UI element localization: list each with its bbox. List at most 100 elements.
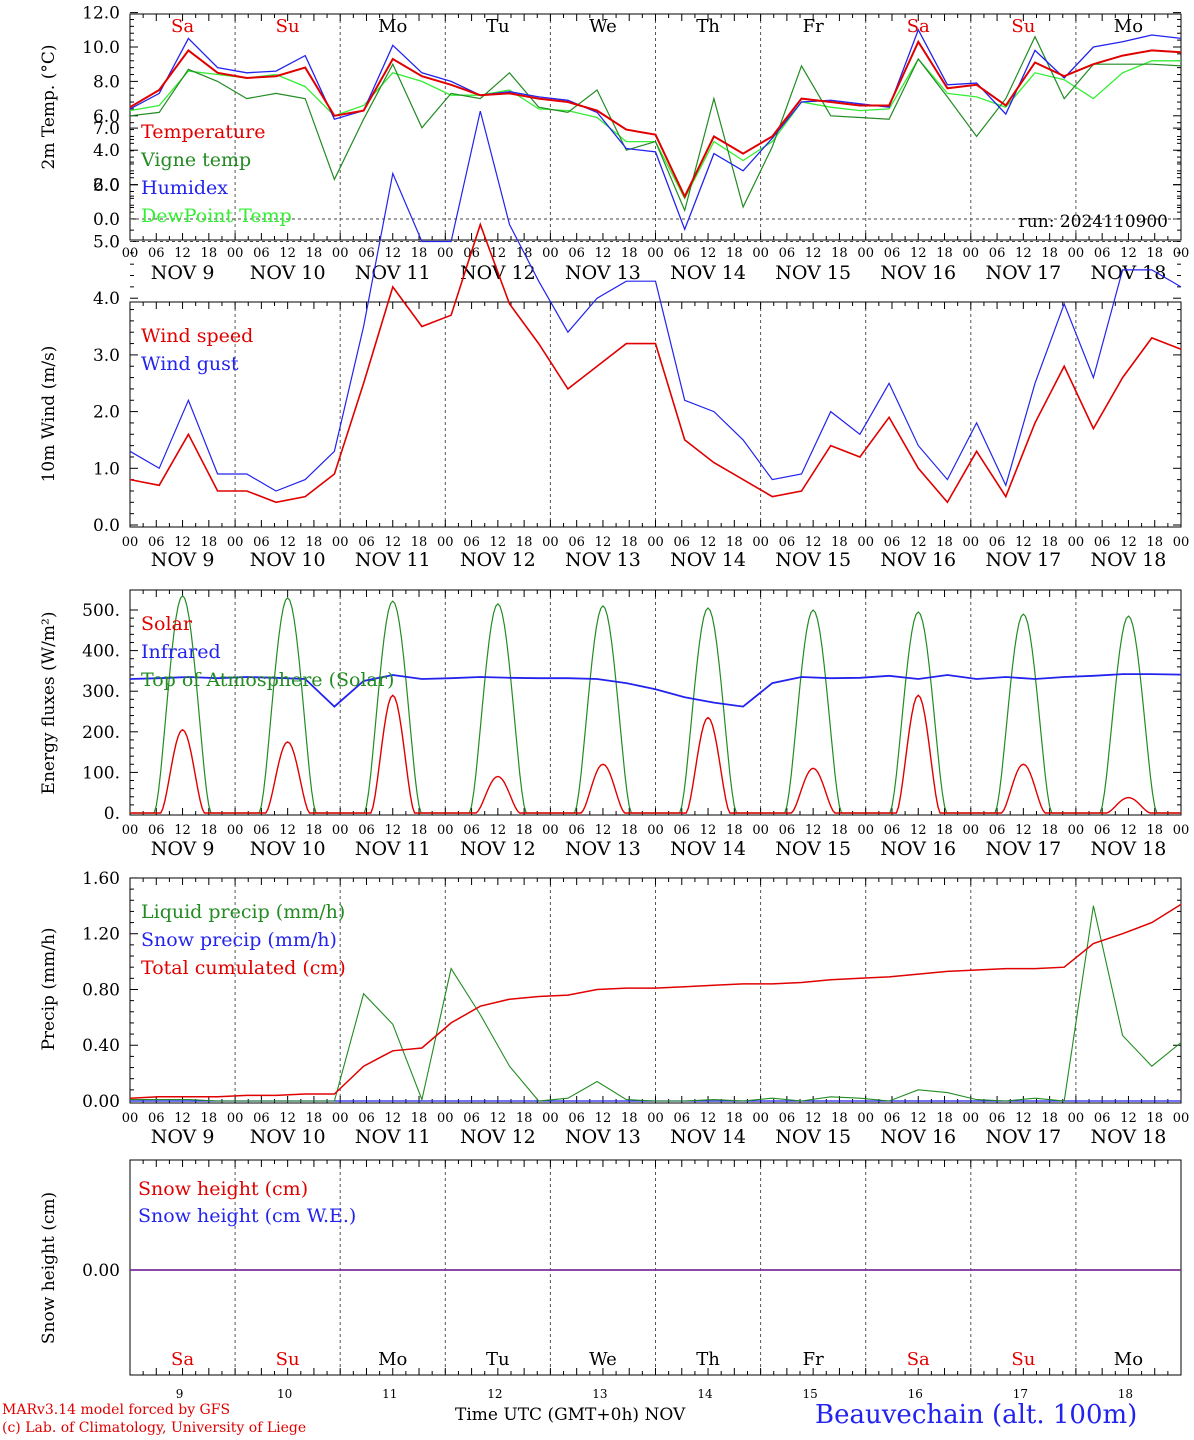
- hour-tick-label: 00: [963, 823, 980, 838]
- hour-tick-label: 00: [963, 535, 980, 550]
- date-label: NOV 13: [565, 549, 641, 571]
- infrared-line: [129, 673, 1182, 708]
- y-tick-label: 0.00: [82, 1261, 120, 1281]
- hour-tick-label: 18: [621, 246, 638, 261]
- y-tick-label: 200.: [82, 723, 120, 743]
- date-label: NOV 18: [1091, 1126, 1167, 1148]
- date-label: NOV 15: [775, 1126, 851, 1148]
- hour-tick-label: 06: [884, 535, 901, 550]
- date-label: NOV 11: [355, 262, 431, 284]
- hour-tick-label: 12: [279, 823, 296, 838]
- day-name-bottom: Su: [1011, 1349, 1035, 1370]
- hour-tick-label: 18: [201, 246, 218, 261]
- hour-tick-label: 12: [384, 246, 401, 261]
- y-tick-label: 10.0: [82, 38, 120, 58]
- hour-tick-label: 12: [490, 1111, 507, 1126]
- temperature-line: [129, 39, 1182, 199]
- hour-tick-label: 00: [332, 246, 349, 261]
- total-cumulated-line: [129, 903, 1182, 1099]
- hour-tick-label: 18: [411, 535, 428, 550]
- hour-tick-label: 00: [647, 535, 664, 550]
- hour-tick-label: 06: [1094, 246, 1111, 261]
- day-number: 11: [382, 1387, 397, 1401]
- hour-tick-label: 12: [910, 246, 927, 261]
- date-label: NOV 16: [880, 838, 956, 860]
- hour-tick-label: 12: [1015, 246, 1032, 261]
- hour-tick-label: 06: [989, 535, 1006, 550]
- y-tick-label: 4.0: [93, 289, 120, 309]
- hour-tick-label: 06: [568, 246, 585, 261]
- date-label: NOV 12: [460, 549, 536, 571]
- legend-vigne-temp: Vigne temp: [140, 149, 251, 171]
- hour-tick-label: 18: [936, 1111, 953, 1126]
- hour-tick-label: 06: [358, 246, 375, 261]
- hour-tick-label: 18: [831, 535, 848, 550]
- hour-tick-label: 06: [253, 246, 270, 261]
- hour-tick-label: 00: [437, 535, 454, 550]
- y-tick-label: 6.0: [93, 107, 120, 127]
- hour-tick-label: 00: [122, 823, 139, 838]
- hour-tick-label: 06: [779, 246, 796, 261]
- hour-tick-label: 06: [779, 823, 796, 838]
- day-number: 14: [697, 1387, 713, 1401]
- day-name-bottom: Tu: [486, 1349, 510, 1370]
- hour-tick-label: 12: [384, 823, 401, 838]
- hour-tick-label: 18: [306, 535, 323, 550]
- hour-tick-label: 18: [306, 1111, 323, 1126]
- hour-tick-label: 12: [805, 246, 822, 261]
- hour-tick-label: 12: [595, 823, 612, 838]
- wind-speed-line: [129, 222, 1182, 504]
- hour-tick-label: 18: [411, 1111, 428, 1126]
- y-axis-label: Precip (mm/h): [39, 927, 59, 1050]
- date-label: NOV 14: [670, 549, 746, 571]
- hour-tick-label: 18: [1041, 246, 1058, 261]
- hour-tick-label: 00: [332, 1111, 349, 1126]
- hour-tick-label: 18: [1146, 823, 1163, 838]
- humidex-line: [129, 28, 1182, 232]
- date-label: NOV 18: [1091, 838, 1167, 860]
- y-tick-label: 100.: [82, 763, 120, 783]
- hour-tick-label: 00: [1173, 535, 1190, 550]
- date-label: NOV 17: [985, 549, 1061, 571]
- hour-tick-label: 18: [726, 246, 743, 261]
- hour-tick-label: 18: [936, 246, 953, 261]
- day-number: 18: [1118, 1387, 1133, 1401]
- date-label: NOV 15: [775, 838, 851, 860]
- date-label: NOV 14: [670, 262, 746, 284]
- legend-infrared: Infrared: [141, 641, 221, 663]
- hour-tick-label: 00: [752, 246, 769, 261]
- hour-tick-label: 12: [700, 246, 717, 261]
- hour-tick-label: 00: [963, 246, 980, 261]
- legend-snow-height-cm-w-e-: Snow height (cm W.E.): [138, 1205, 356, 1227]
- date-label: NOV 15: [775, 262, 851, 284]
- hour-tick-label: 06: [884, 246, 901, 261]
- hour-tick-label: 12: [1015, 823, 1032, 838]
- hour-tick-label: 12: [700, 823, 717, 838]
- hour-tick-label: 00: [227, 1111, 244, 1126]
- date-label: NOV 12: [460, 838, 536, 860]
- hour-tick-label: 06: [779, 535, 796, 550]
- y-tick-label: 12.0: [82, 4, 120, 24]
- hour-tick-label: 12: [805, 823, 822, 838]
- day-name-top: Th: [696, 16, 720, 37]
- hour-tick-label: 12: [384, 1111, 401, 1126]
- y-axis-label: Energy fluxes (W/m²): [39, 612, 59, 795]
- legend-dewpoint-temp: DewPoint Temp: [141, 205, 292, 227]
- day-number: 15: [803, 1387, 818, 1401]
- hour-tick-label: 00: [227, 535, 244, 550]
- hour-tick-label: 12: [279, 535, 296, 550]
- hour-tick-label: 18: [831, 246, 848, 261]
- hour-tick-label: 06: [253, 535, 270, 550]
- y-tick-label: 0.40: [82, 1036, 120, 1056]
- hour-tick-label: 00: [752, 535, 769, 550]
- day-name-bottom: Sa: [907, 1349, 930, 1370]
- hour-tick-label: 06: [989, 246, 1006, 261]
- hour-tick-label: 06: [253, 823, 270, 838]
- hour-tick-label: 18: [411, 823, 428, 838]
- hour-tick-label: 00: [542, 535, 559, 550]
- hour-tick-label: 18: [1041, 535, 1058, 550]
- day-number: 10: [277, 1387, 292, 1401]
- hour-tick-label: 06: [1094, 535, 1111, 550]
- hour-tick-label: 00: [752, 1111, 769, 1126]
- hour-tick-label: 00: [542, 823, 559, 838]
